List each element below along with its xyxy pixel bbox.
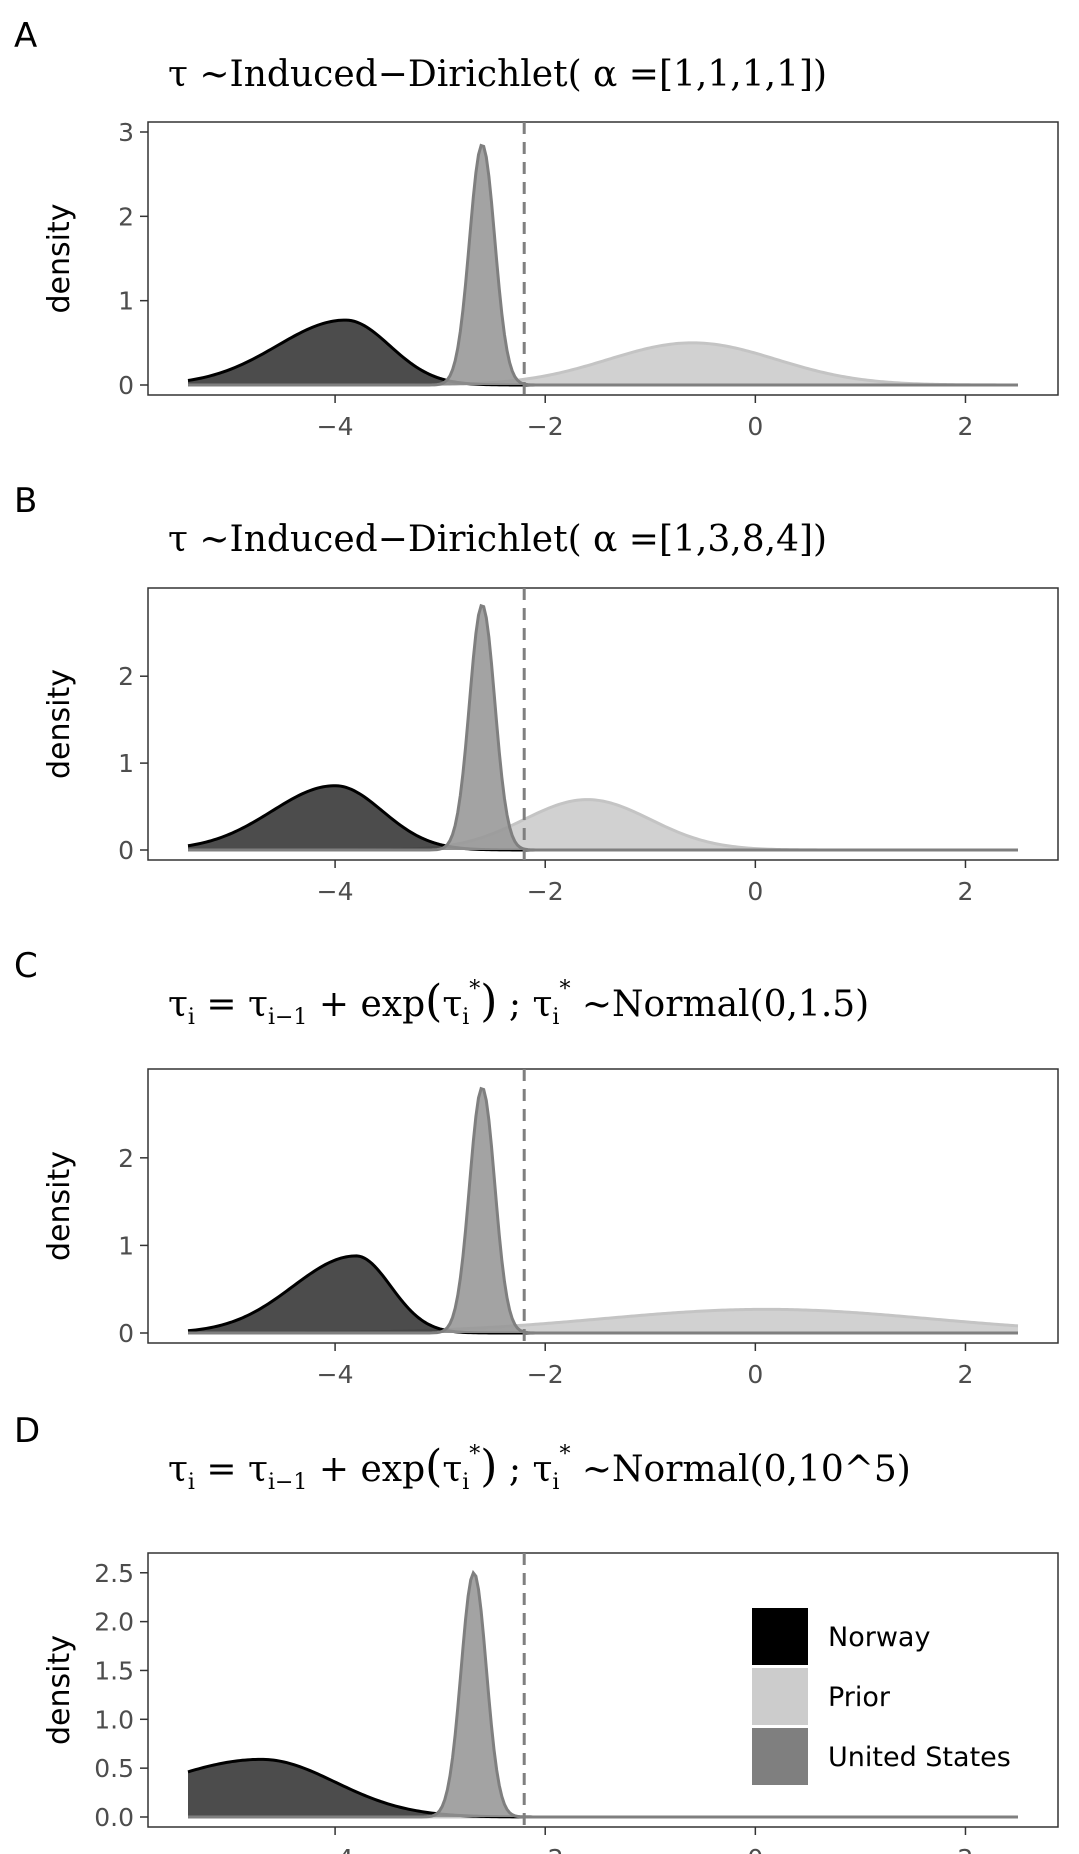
y-tick-label: 1.5: [94, 1656, 134, 1685]
y-axis-title: density: [42, 204, 77, 314]
panel-letter: B: [14, 481, 37, 521]
y-tick-label: 2.5: [94, 1559, 134, 1588]
density-line-united-states: [188, 1086, 1018, 1335]
legend-swatch-prior: [752, 1668, 808, 1725]
legend: Norway Prior United States: [752, 1608, 1011, 1785]
y-tick-label: 0.0: [94, 1803, 134, 1832]
y-tick-label: 1.0: [94, 1705, 134, 1734]
density-area-norway: [188, 1759, 1018, 1817]
y-tick-label: 0.5: [94, 1754, 134, 1783]
y-tick-label: 1: [118, 749, 134, 778]
x-tick-label: −2: [527, 877, 564, 906]
panel-title: τi = τi−1 + exp(τi*) ; τi* ~Normal(0,1.5…: [168, 976, 869, 1030]
panel-title: τ ~Induced−Dirichlet( α =[1,3,8,4]): [168, 519, 827, 560]
x-tick-label: 0: [747, 1360, 763, 1389]
x-tick-label: −2: [527, 1360, 564, 1389]
density-area-prior: [188, 799, 1018, 850]
legend-label: Prior: [828, 1682, 891, 1713]
legend-label: Norway: [828, 1622, 930, 1653]
panel-a: Aτ ~Induced−Dirichlet( α =[1,1,1,1]) 0 1 2 3…: [14, 16, 1059, 441]
x-tick-label: −2: [527, 412, 564, 441]
panel-letter: D: [14, 1411, 40, 1451]
y-axis-title: density: [42, 1635, 77, 1745]
density-line-united-states: [188, 1569, 1018, 1819]
x-tick-label: −4: [317, 412, 354, 441]
panel-letter: A: [14, 16, 37, 56]
legend-swatch-united-states: [752, 1728, 808, 1785]
y-tick-label: 2: [118, 1144, 134, 1173]
x-tick-label: 2: [958, 877, 974, 906]
density-line-united-states: [188, 143, 1018, 387]
x-tick-label: 0: [747, 412, 763, 441]
x-tick-label: 0: [747, 1844, 763, 1854]
y-tick-label: 0: [118, 371, 134, 400]
panel-b: Bτ ~Induced−Dirichlet( α =[1,3,8,4]) 0 1 2 −…: [14, 481, 1059, 906]
density-area-prior: [188, 342, 1018, 385]
panel-d: Dτi = τi−1 + exp(τi*) ; τi* ~Normal(0,10…: [14, 1411, 1059, 1854]
y-tick-label: 2.0: [94, 1608, 134, 1637]
y-axis-title: density: [42, 1151, 77, 1261]
y-tick-label: 0: [118, 836, 134, 865]
y-tick-label: 2: [118, 202, 134, 231]
density-area-prior: [188, 1309, 1018, 1333]
y-tick-label: 0: [118, 1319, 134, 1348]
panel-c: Cτi = τi−1 + exp(τi*) ; τi* ~Normal(0,1.…: [14, 946, 1059, 1389]
legend-swatch-norway: [752, 1608, 808, 1665]
y-tick-label: 2: [118, 662, 134, 691]
panel-letter: C: [14, 946, 38, 986]
x-tick-label: 0: [747, 877, 763, 906]
density-area-norway: [188, 1255, 1018, 1333]
x-tick-label: 2: [958, 412, 974, 441]
y-tick-label: 1: [118, 287, 134, 316]
panel-title: τi = τi−1 + exp(τi*) ; τi* ~Normal(0,10^…: [168, 1441, 911, 1495]
x-tick-label: −4: [317, 1844, 354, 1854]
x-tick-label: 2: [958, 1360, 974, 1389]
x-tick-label: 2: [958, 1844, 974, 1854]
density-area-norway: [188, 320, 1018, 385]
legend-label: United States: [828, 1742, 1011, 1773]
density-area-norway: [188, 785, 1018, 850]
y-axis-title: density: [42, 669, 77, 779]
x-tick-label: −2: [527, 1844, 564, 1854]
y-tick-label: 3: [118, 118, 134, 147]
density-line-united-states: [188, 603, 1018, 852]
x-tick-label: −4: [317, 877, 354, 906]
panel-title: τ ~Induced−Dirichlet( α =[1,1,1,1]): [168, 54, 827, 95]
y-tick-label: 1: [118, 1231, 134, 1260]
x-tick-label: −4: [317, 1360, 354, 1389]
